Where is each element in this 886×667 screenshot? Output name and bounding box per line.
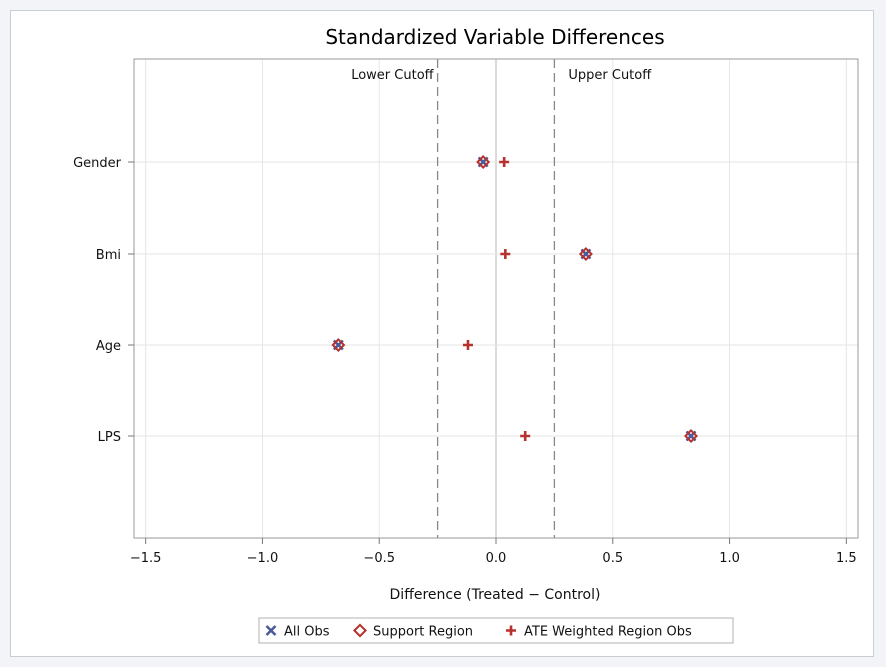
point-plus-gender <box>499 157 510 167</box>
x-tick-label: 0.0 <box>486 551 507 566</box>
y-category-label: Age <box>96 339 121 354</box>
x-tick-label: 0.5 <box>602 551 623 566</box>
chart-title: Standardized Variable Differences <box>325 25 664 49</box>
x-tick-label: 1.0 <box>719 551 740 566</box>
legend-marker-diamond <box>352 623 368 638</box>
x-tick-label: 1.5 <box>836 551 857 566</box>
x-axis-label: Difference (Treated − Control) <box>390 587 601 603</box>
x-axis: −1.5 −1.0 −0.5 0.0 0.5 1.0 1.5 <box>130 538 857 566</box>
data-points <box>331 154 699 444</box>
x-tick-label: −0.5 <box>363 551 395 566</box>
y-category-label: Bmi <box>96 248 121 263</box>
x-tick-label: −1.0 <box>247 551 279 566</box>
point-plus-lps <box>520 431 531 441</box>
legend-marker-x <box>265 625 277 636</box>
upper-cutoff-label: Upper Cutoff <box>568 68 652 83</box>
point-diamond-lps <box>683 428 699 444</box>
chart-svg: Standardized Variable Differences Lower … <box>73 25 859 644</box>
y-category-label: LPS <box>98 430 121 445</box>
legend-entry-label: All Obs <box>284 625 330 640</box>
legend: All Obs Support Region ATE Weighted Region… <box>258 617 734 644</box>
point-diamond-age <box>331 337 346 353</box>
y-category-label: Gender <box>73 156 122 171</box>
point-diamond-bmi <box>578 246 593 262</box>
x-tick-label: −1.5 <box>130 551 162 566</box>
point-plus-age <box>462 340 473 350</box>
legend-marker-plus <box>506 625 516 636</box>
point-diamond-gender <box>476 154 491 170</box>
legend-entry-label: Support Region <box>373 625 473 640</box>
reference-lines: Lower Cutoff Upper Cutoff <box>351 59 652 538</box>
point-plus-bmi <box>500 249 511 259</box>
grid <box>134 59 858 538</box>
legend-entry-label: ATE Weighted Region Obs <box>524 625 692 640</box>
legend-box <box>258 617 734 644</box>
lower-cutoff-label: Lower Cutoff <box>351 68 434 83</box>
chart-frame: Standardized Variable Differences Lower … <box>10 10 874 657</box>
y-axis: Gender Bmi Age LPS <box>73 156 134 445</box>
